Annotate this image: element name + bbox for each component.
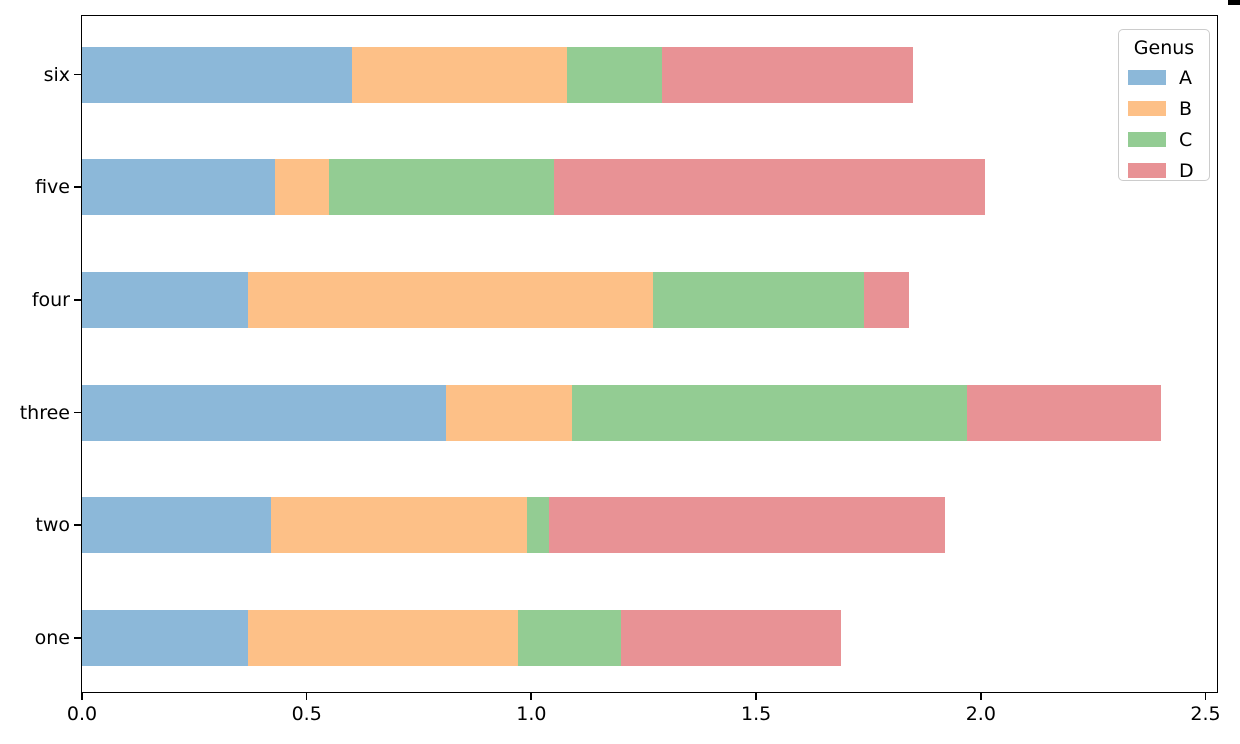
bar-segment-five-A — [82, 159, 276, 216]
bar-segment-one-A — [82, 610, 249, 666]
y-tick-mark-one — [74, 637, 81, 639]
x-tick-label-1.0: 1.0 — [516, 703, 547, 725]
y-tick-label-five: five — [35, 176, 70, 199]
x-tick-mark-2.5 — [1204, 693, 1207, 700]
x-tick-label-2.0: 2.0 — [965, 703, 996, 725]
x-tick-mark-1.0 — [530, 693, 533, 700]
x-tick-label-2.5: 2.5 — [1190, 703, 1221, 725]
bar-segment-two-C — [526, 497, 550, 554]
x-tick-label-0.0: 0.0 — [66, 703, 98, 725]
bar-segment-five-C — [329, 159, 554, 216]
legend-entry-D: D — [1119, 155, 1209, 186]
bar-segment-one-B — [248, 610, 518, 666]
bar-segment-five-D — [553, 159, 986, 216]
legend-entry-label-C: C — [1179, 128, 1193, 151]
y-tick-label-four: four — [31, 288, 70, 311]
bar-segment-four-D — [863, 271, 909, 328]
legend-swatch-C — [1128, 132, 1166, 147]
y-tick-label-three: three — [19, 401, 70, 424]
bar-row-two — [82, 497, 1217, 554]
legend-title: Genus — [1133, 37, 1195, 59]
x-tick-label-1.5: 1.5 — [740, 703, 772, 725]
bar-segment-two-A — [82, 497, 271, 554]
x-tick-mark-2.0 — [979, 693, 982, 700]
y-tick-label-six: six — [43, 63, 70, 86]
bar-segment-four-A — [82, 271, 249, 328]
bar-row-four — [82, 271, 1217, 328]
bar-row-one — [82, 610, 1217, 666]
x-tick-mark-0.5 — [305, 693, 308, 700]
y-tick-mark-three — [74, 411, 81, 414]
bar-segment-four-B — [248, 271, 653, 328]
bar-segment-five-B — [275, 159, 330, 216]
bars-container — [82, 16, 1217, 692]
bar-segment-six-D — [661, 46, 914, 103]
bar-segment-four-C — [652, 271, 864, 328]
bar-segment-three-C — [571, 384, 968, 441]
bar-row-six — [82, 46, 1217, 103]
legend-swatch-A — [1128, 70, 1166, 85]
legend-entry-label-B: B — [1179, 97, 1193, 120]
y-tick-label-one: one — [34, 627, 70, 649]
bar-segment-one-C — [517, 610, 622, 666]
legend-swatch-B — [1128, 101, 1166, 116]
plot-area — [81, 15, 1218, 693]
bar-segment-one-D — [621, 610, 842, 666]
x-tick-mark-1.5 — [755, 693, 757, 700]
legend-entry-A: A — [1119, 62, 1209, 93]
y-tick-label-two: two — [35, 514, 70, 537]
legend-entry-label-A: A — [1179, 66, 1192, 89]
bar-segment-three-A — [82, 384, 446, 441]
bar-segment-six-A — [82, 46, 352, 103]
bar-row-three — [82, 384, 1217, 441]
bar-segment-six-B — [351, 46, 568, 103]
legend-entry-label-D: D — [1179, 159, 1194, 182]
legend-swatch-D — [1128, 163, 1166, 178]
bar-segment-two-B — [270, 497, 527, 554]
bar-segment-two-D — [549, 497, 945, 554]
x-tick-label-0.5: 0.5 — [291, 703, 322, 725]
y-tick-mark-two — [74, 524, 81, 527]
bar-segment-three-D — [967, 384, 1161, 441]
screen-artifact — [1228, 0, 1240, 5]
bar-segment-three-B — [446, 384, 572, 441]
bar-segment-six-C — [567, 46, 662, 103]
legend-entry-B: B — [1119, 93, 1209, 124]
bar-row-five — [82, 159, 1217, 216]
y-tick-mark-five — [74, 186, 81, 188]
legend-entry-C: C — [1119, 124, 1209, 155]
y-tick-mark-six — [74, 73, 81, 76]
x-tick-mark-0.0 — [81, 693, 83, 700]
y-tick-mark-four — [74, 298, 81, 301]
